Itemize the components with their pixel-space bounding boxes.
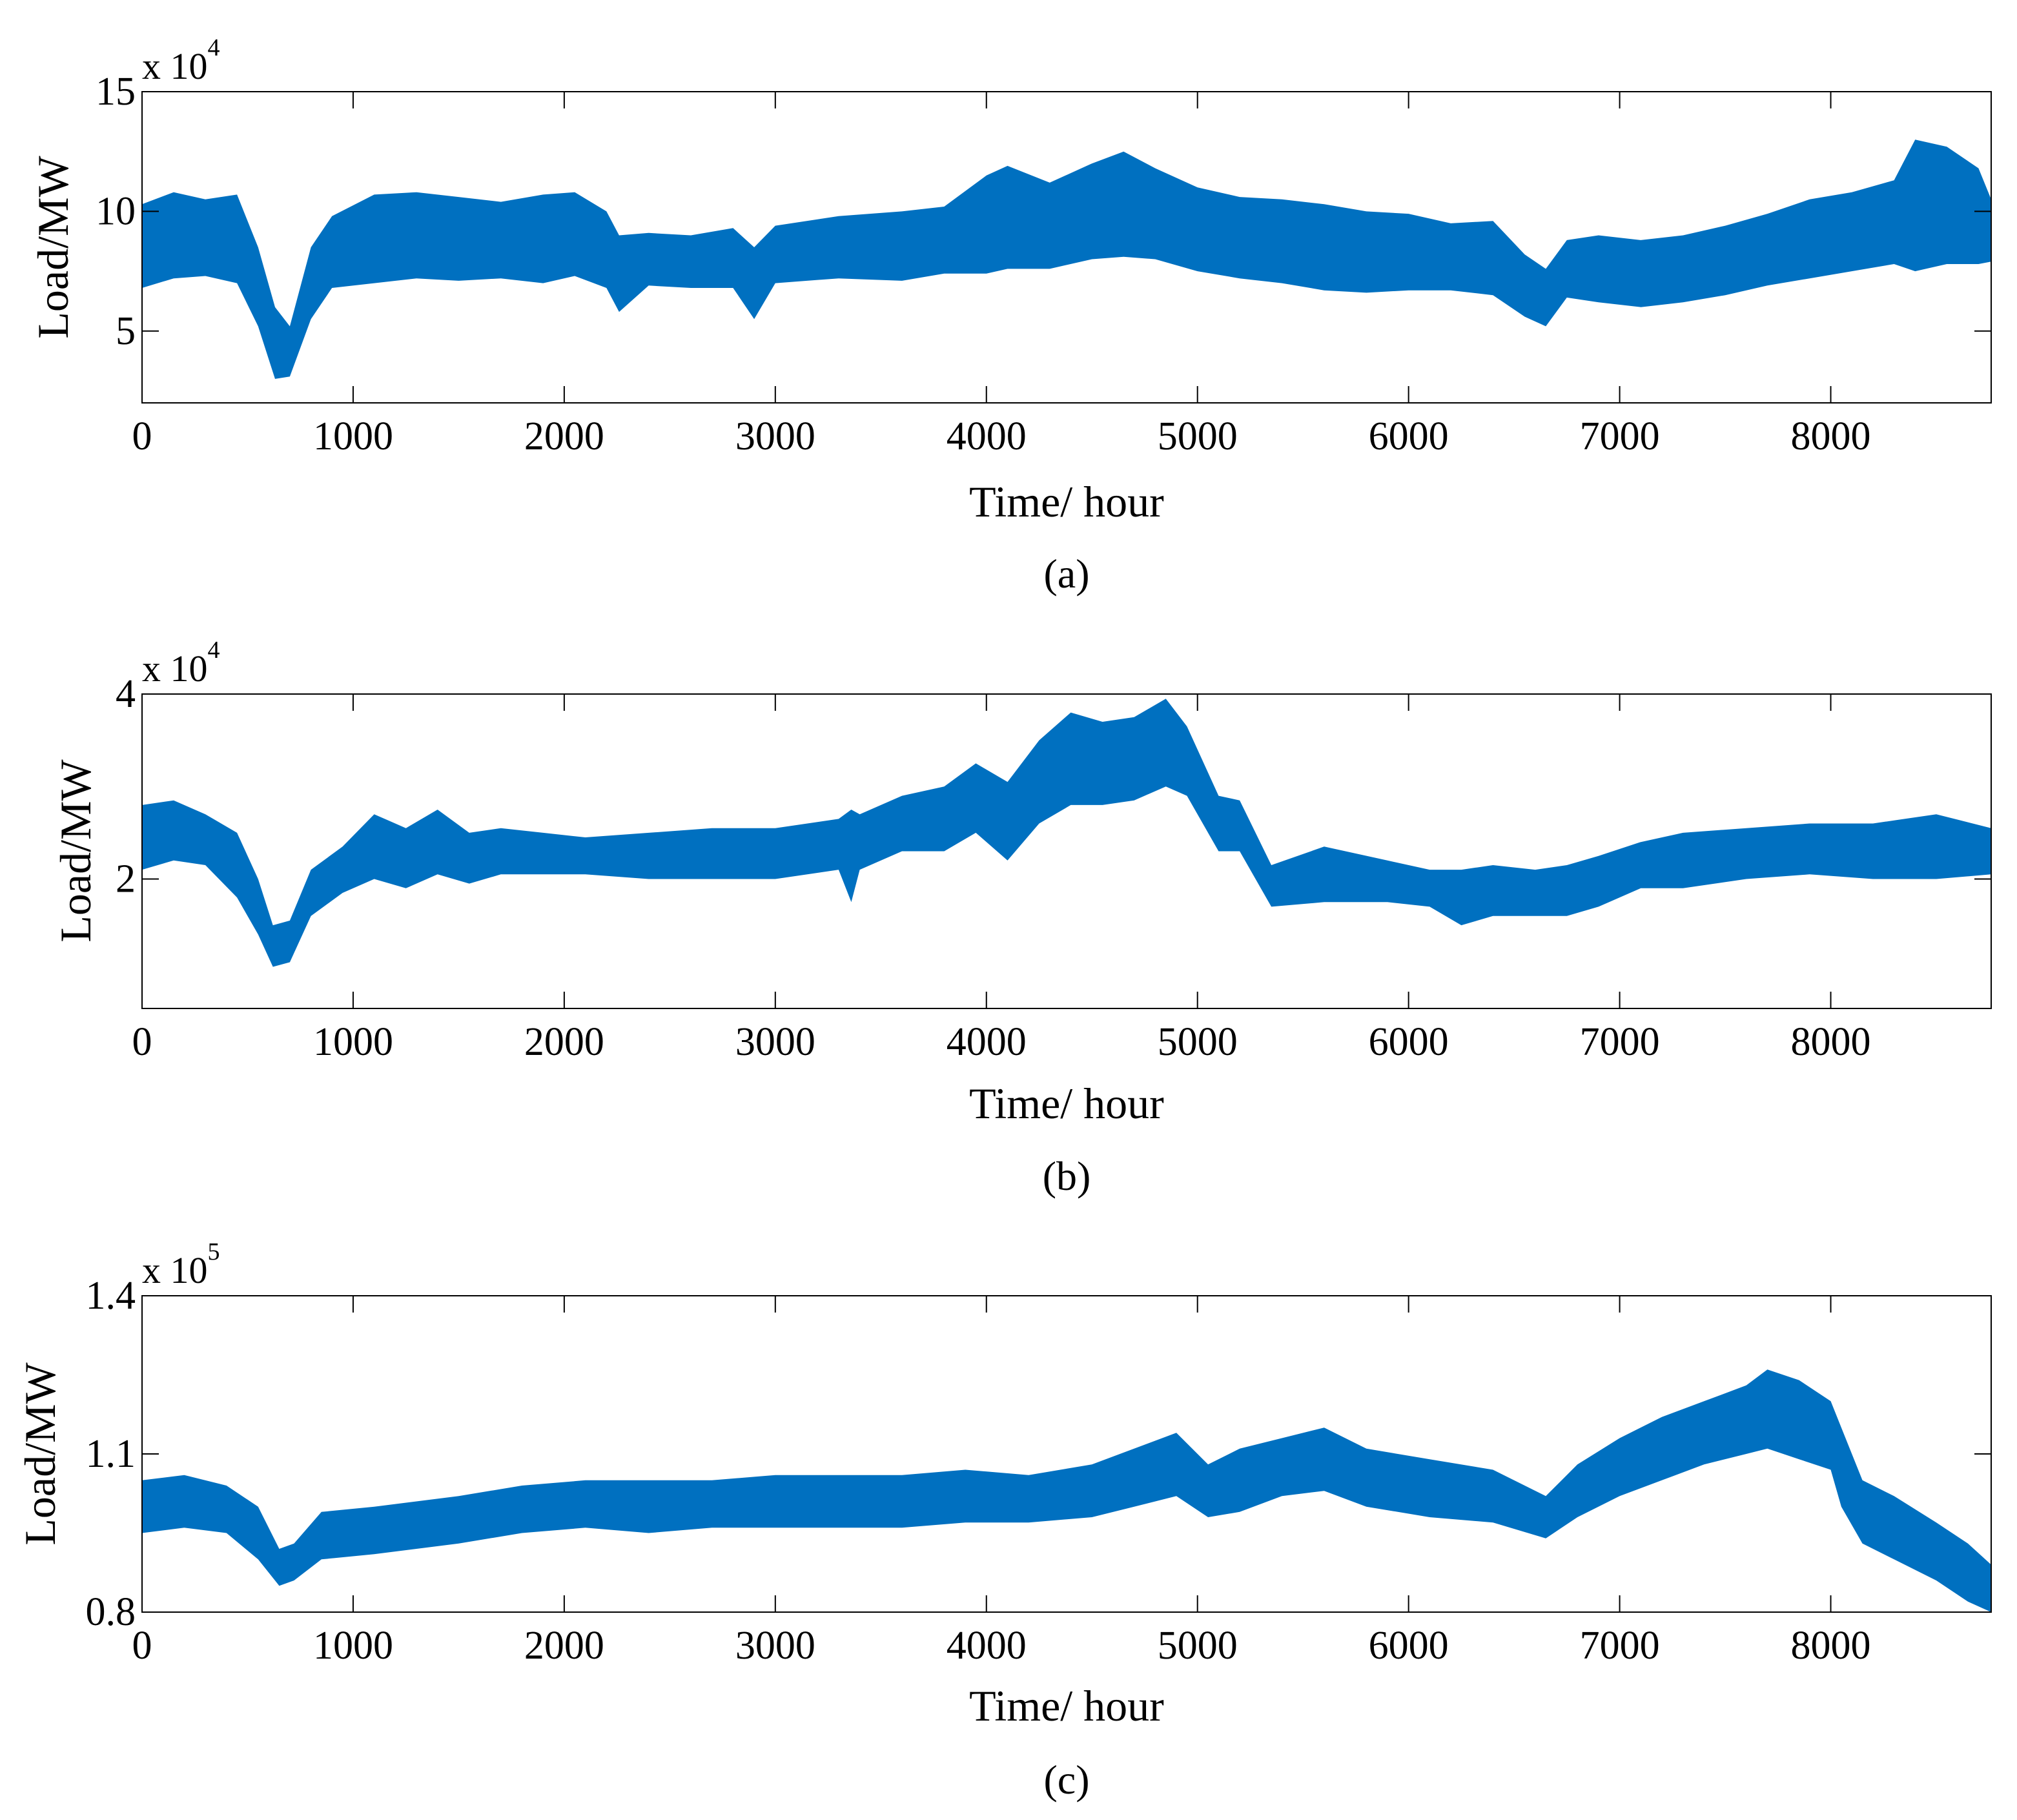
y-tick-label-b: 4 xyxy=(116,672,136,716)
x-tick-label-c: 3000 xyxy=(735,1624,815,1668)
caption-a: (a) xyxy=(1043,551,1089,597)
series-band-a xyxy=(142,139,1991,379)
x-tick-label-c: 8000 xyxy=(1791,1624,1871,1668)
x-tick-label-a: 6000 xyxy=(1369,414,1449,458)
x-tick-label-c: 5000 xyxy=(1158,1624,1238,1668)
y-tick-label-c: 1.4 xyxy=(86,1274,136,1318)
x-tick-label-c: 7000 xyxy=(1580,1624,1660,1668)
y-tick-label-c: 0.8 xyxy=(86,1590,136,1634)
x-axis-label-a: Time/ hour xyxy=(969,477,1164,526)
x-tick-label-c: 2000 xyxy=(524,1624,604,1668)
multiplier-b: x 104 xyxy=(142,637,220,690)
x-tick-label-b: 1000 xyxy=(313,1020,393,1064)
caption-b: (b) xyxy=(1043,1153,1091,1199)
x-tick-label-a: 0 xyxy=(132,414,152,458)
x-tick-label-c: 6000 xyxy=(1369,1624,1449,1668)
x-tick-label-a: 8000 xyxy=(1791,414,1871,458)
plot-frame-a xyxy=(141,91,1992,404)
y-tick-label-a: 5 xyxy=(116,309,136,353)
y-tick-label-a: 15 xyxy=(96,70,136,114)
y-tick-label-b: 2 xyxy=(116,857,136,901)
caption-c: (c) xyxy=(1043,1757,1089,1803)
y-axis-b: 24 xyxy=(116,672,1991,901)
y-axis-label-b: Load/MW xyxy=(51,759,100,943)
x-axis-label-b: Time/ hour xyxy=(969,1079,1164,1128)
panel-c: 0 1000 2000 3000 4000 5000 6000 7000 8000 0.8 1.1… xyxy=(15,1238,1992,1803)
x-tick-label-b: 5000 xyxy=(1158,1020,1238,1064)
x-tick-label-a: 1000 xyxy=(313,414,393,458)
x-tick-label-a: 7000 xyxy=(1580,414,1660,458)
x-axis-a: 0 1000 2000 3000 4000 5000 6000 7000 8000 xyxy=(132,92,1871,458)
x-tick-label-c: 1000 xyxy=(313,1624,393,1668)
y-tick-label-a: 10 xyxy=(96,189,136,233)
series-band-c xyxy=(142,1369,1991,1612)
y-axis-label-a: Load/MW xyxy=(28,156,77,339)
x-tick-label-a: 4000 xyxy=(947,414,1027,458)
x-tick-label-a: 2000 xyxy=(524,414,604,458)
series-band-b xyxy=(142,699,1991,967)
x-tick-label-b: 3000 xyxy=(735,1020,815,1064)
y-tick-label-c: 1.1 xyxy=(86,1432,136,1476)
x-axis-label-c: Time/ hour xyxy=(969,1681,1164,1730)
x-axis-b: 0 1000 2000 3000 4000 5000 6000 7000 8000 xyxy=(132,694,1871,1064)
x-tick-label-b: 6000 xyxy=(1369,1020,1449,1064)
x-tick-label-b: 0 xyxy=(132,1020,152,1064)
y-axis-c: 0.8 1.1 1.4 xyxy=(86,1274,1991,1634)
x-tick-label-a: 3000 xyxy=(735,414,815,458)
x-tick-label-c: 0 xyxy=(132,1624,152,1668)
multiplier-c: x 105 xyxy=(142,1238,220,1291)
plot-frame-b xyxy=(141,693,1992,1009)
multiplier-a: x 104 xyxy=(142,34,220,87)
x-tick-label-c: 4000 xyxy=(947,1624,1027,1668)
y-axis-a: 5 10 15 xyxy=(96,70,1991,353)
x-tick-label-b: 2000 xyxy=(524,1020,604,1064)
panel-b: 0 1000 2000 3000 4000 5000 6000 7000 8000 24 x 1… xyxy=(51,637,1992,1199)
x-tick-label-b: 7000 xyxy=(1580,1020,1660,1064)
x-tick-label-a: 5000 xyxy=(1158,414,1238,458)
x-tick-label-b: 8000 xyxy=(1791,1020,1871,1064)
x-tick-label-b: 4000 xyxy=(947,1020,1027,1064)
x-axis-c: 0 1000 2000 3000 4000 5000 6000 7000 8000 xyxy=(132,1296,1871,1668)
y-axis-label-c: Load/MW xyxy=(15,1362,65,1546)
panel-a: 0 1000 2000 3000 4000 5000 6000 7000 8000 51015 … xyxy=(28,34,1992,597)
